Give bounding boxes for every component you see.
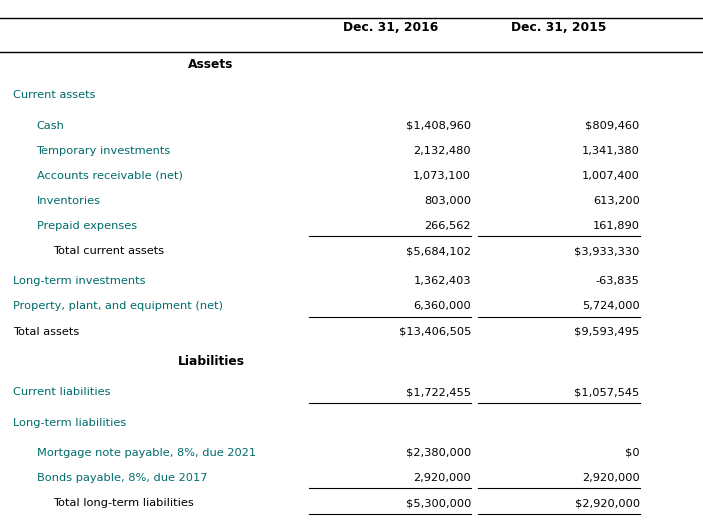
Text: $0: $0 xyxy=(625,448,640,458)
Text: -63,835: -63,835 xyxy=(596,276,640,287)
Text: Long-term investments: Long-term investments xyxy=(13,276,145,287)
Text: Temporary investments: Temporary investments xyxy=(37,145,171,156)
Text: 2,132,480: 2,132,480 xyxy=(413,145,471,156)
Text: Total assets: Total assets xyxy=(13,326,79,337)
Text: Current liabilities: Current liabilities xyxy=(13,387,110,397)
Text: Liabilities: Liabilities xyxy=(177,356,245,368)
Text: Mortgage note payable, 8%, due 2021: Mortgage note payable, 8%, due 2021 xyxy=(37,448,256,458)
Text: 1,341,380: 1,341,380 xyxy=(582,145,640,156)
Text: $1,722,455: $1,722,455 xyxy=(406,387,471,397)
Text: $2,920,000: $2,920,000 xyxy=(574,498,640,508)
Text: 2,920,000: 2,920,000 xyxy=(582,473,640,483)
Text: Property, plant, and equipment (net): Property, plant, and equipment (net) xyxy=(13,301,223,312)
Text: 1,073,100: 1,073,100 xyxy=(413,170,471,181)
Text: Total long-term liabilities: Total long-term liabilities xyxy=(53,498,193,508)
Text: Prepaid expenses: Prepaid expenses xyxy=(37,221,136,231)
Text: Current assets: Current assets xyxy=(13,90,95,100)
Text: $1,057,545: $1,057,545 xyxy=(574,387,640,397)
Text: Bonds payable, 8%, due 2017: Bonds payable, 8%, due 2017 xyxy=(37,473,207,483)
Text: 613,200: 613,200 xyxy=(593,196,640,206)
Text: $5,300,000: $5,300,000 xyxy=(406,498,471,508)
Text: Total current assets: Total current assets xyxy=(53,246,164,256)
Text: 266,562: 266,562 xyxy=(425,221,471,231)
Text: $9,593,495: $9,593,495 xyxy=(574,326,640,337)
Text: Dec. 31, 2015: Dec. 31, 2015 xyxy=(511,21,607,34)
Text: $2,380,000: $2,380,000 xyxy=(406,448,471,458)
Text: $13,406,505: $13,406,505 xyxy=(399,326,471,337)
Text: 2,920,000: 2,920,000 xyxy=(413,473,471,483)
Text: Assets: Assets xyxy=(188,59,233,71)
Text: Inventories: Inventories xyxy=(37,196,101,206)
Text: $3,933,330: $3,933,330 xyxy=(574,246,640,256)
Text: Accounts receivable (net): Accounts receivable (net) xyxy=(37,170,183,181)
Text: Cash: Cash xyxy=(37,120,65,131)
Text: 1,362,403: 1,362,403 xyxy=(413,276,471,287)
Text: Dec. 31, 2016: Dec. 31, 2016 xyxy=(342,21,438,34)
Text: 5,724,000: 5,724,000 xyxy=(582,301,640,312)
Text: $809,460: $809,460 xyxy=(586,120,640,131)
Text: 161,890: 161,890 xyxy=(593,221,640,231)
Text: 6,360,000: 6,360,000 xyxy=(413,301,471,312)
Text: 1,007,400: 1,007,400 xyxy=(582,170,640,181)
Text: Long-term liabilities: Long-term liabilities xyxy=(13,417,126,428)
Text: $5,684,102: $5,684,102 xyxy=(406,246,471,256)
Text: $1,408,960: $1,408,960 xyxy=(406,120,471,131)
Text: 803,000: 803,000 xyxy=(424,196,471,206)
